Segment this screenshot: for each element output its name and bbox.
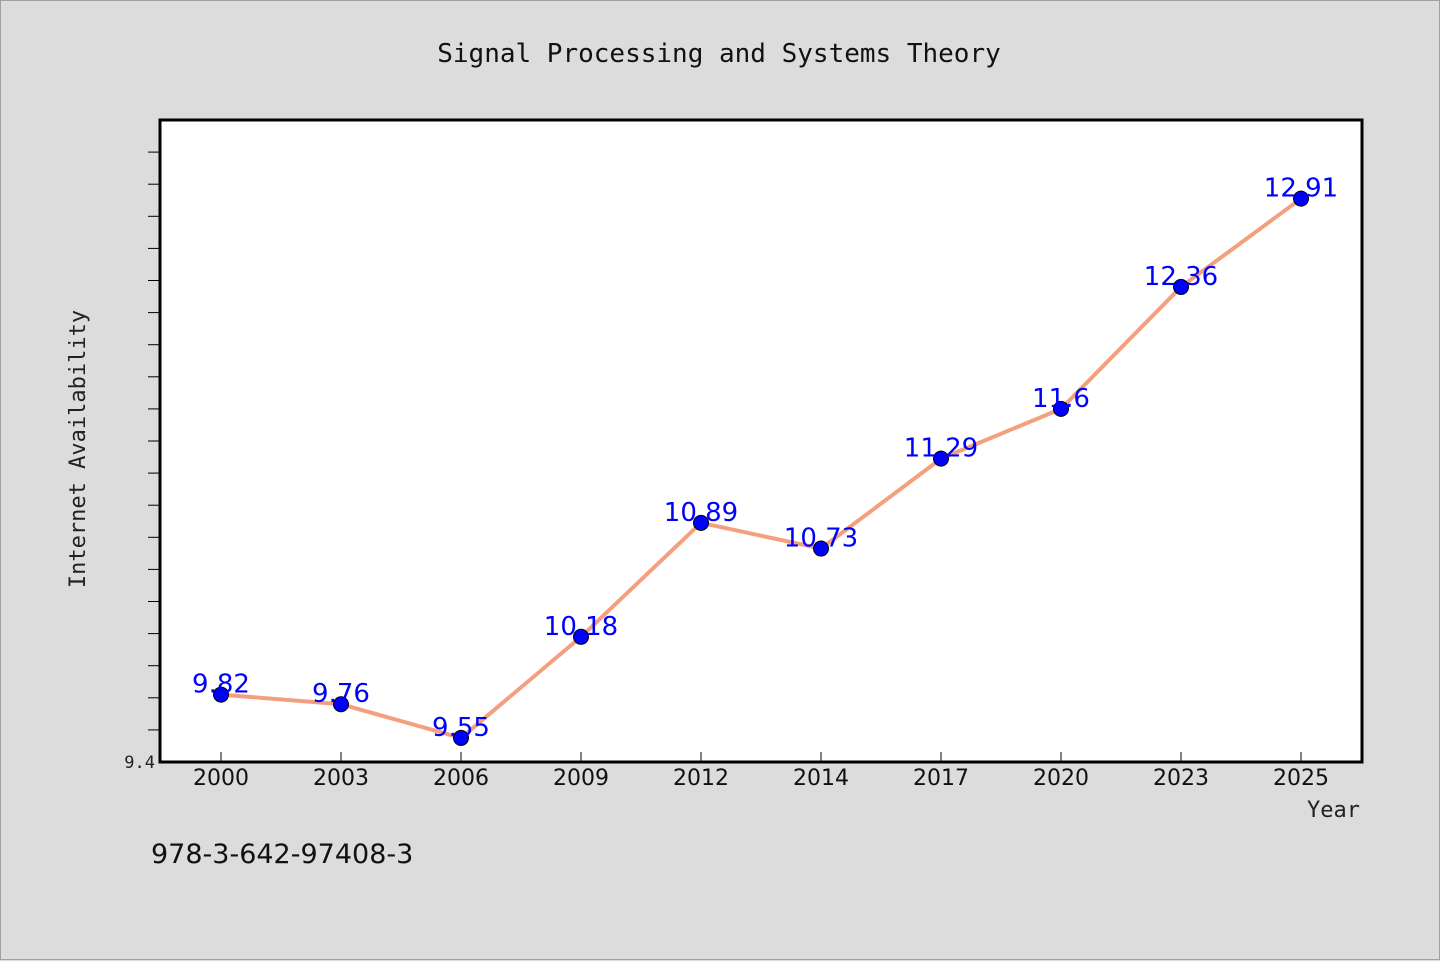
series-line (219, 196, 1303, 740)
data-point (933, 450, 949, 467)
data-point (693, 514, 709, 531)
y-tick-label-9.4: 9.4 (124, 753, 155, 773)
data-label: 11.29 (904, 434, 978, 464)
data-label: 12.91 (1264, 174, 1338, 204)
data-label: 9.55 (432, 713, 490, 743)
data-point (213, 686, 229, 703)
x-tick-label: 2000 (193, 766, 249, 791)
data-label: 11.6 (1032, 384, 1090, 414)
data-point (1293, 190, 1309, 207)
data-point (573, 628, 589, 645)
x-tick-label: 2025 (1273, 766, 1329, 791)
data-label: 9.82 (192, 670, 250, 700)
plot-area (158, 118, 1364, 764)
x-tick-label: 2014 (793, 766, 849, 791)
isbn-text: 978-3-642-97408-3 (151, 839, 413, 870)
y-axis-label: Internet Availability (66, 310, 91, 588)
data-point (1053, 400, 1069, 417)
x-axis-tick-labels: 2000 2003 2006 2009 2012 2014 2017 2020 2023 2025 (193, 766, 1329, 791)
y-axis-ticks (148, 151, 160, 731)
data-point (453, 729, 469, 746)
x-axis-label: Year (1307, 798, 1360, 823)
data-label: 10.89 (664, 498, 738, 528)
x-tick-label: 2020 (1033, 766, 1089, 791)
data-label: 10.18 (544, 612, 618, 642)
x-tick-label: 2009 (553, 766, 609, 791)
x-tick-label: 2017 (913, 766, 969, 791)
data-point (1173, 278, 1189, 295)
x-axis-ticks (220, 752, 1302, 762)
data-label: 12.36 (1144, 262, 1218, 292)
chart-title: Signal Processing and Systems Theory (437, 39, 1001, 69)
data-markers (213, 190, 1309, 746)
x-tick-label: 2012 (673, 766, 729, 791)
x-tick-label: 2023 (1153, 766, 1209, 791)
x-tick-label: 2006 (433, 766, 489, 791)
x-tick-label: 2003 (313, 766, 369, 791)
data-point (813, 540, 829, 557)
data-point (333, 696, 349, 713)
data-label: 10.73 (784, 524, 858, 554)
data-label: 9.76 (312, 679, 370, 709)
data-labels: 9.82 9.76 9.55 10.18 10.89 10.73 11.29 11.6 12.3… (192, 174, 1338, 743)
